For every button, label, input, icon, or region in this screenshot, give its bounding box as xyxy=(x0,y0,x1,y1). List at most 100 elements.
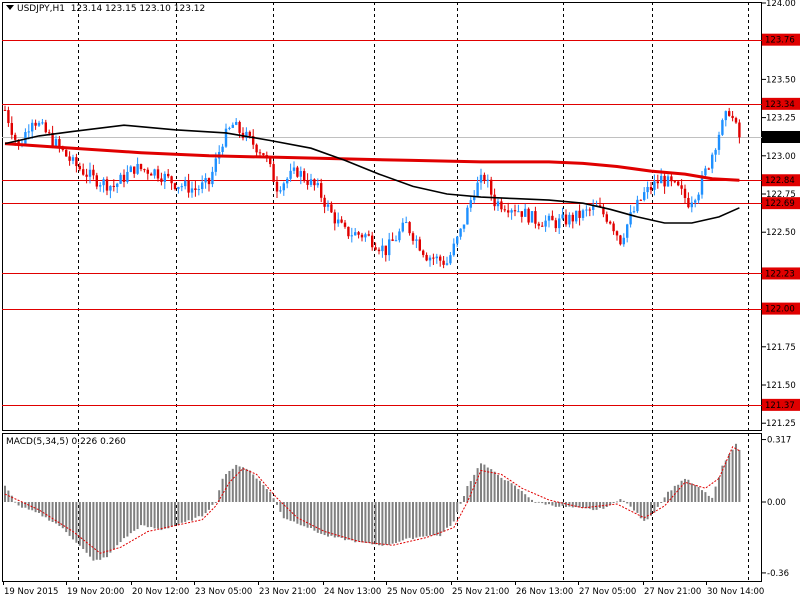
macd-bar xyxy=(663,497,666,502)
candle-body xyxy=(82,169,85,175)
macd-bar xyxy=(68,502,71,536)
macd-bar xyxy=(442,502,445,532)
candle-body xyxy=(364,234,367,238)
candle-body xyxy=(303,171,306,181)
candle-body xyxy=(245,131,248,139)
macd-bar xyxy=(228,470,231,502)
time-tick-label: 25 Nov 21:00 xyxy=(452,587,509,597)
macd-bar xyxy=(680,480,683,502)
candle-body xyxy=(204,178,207,183)
macd-bar xyxy=(452,502,455,522)
main-frame xyxy=(2,2,762,431)
macd-bar xyxy=(109,502,112,553)
macd-bar xyxy=(14,501,17,503)
candle-body xyxy=(371,235,374,248)
candle-body xyxy=(112,185,115,187)
candle-body xyxy=(10,123,13,135)
candle-body xyxy=(520,211,523,217)
candle-body xyxy=(323,197,326,207)
macd-bar xyxy=(265,489,268,502)
macd-bar xyxy=(34,502,37,513)
macd-bar xyxy=(316,502,319,533)
candle-body xyxy=(306,180,309,185)
candle-body xyxy=(347,226,350,237)
candle-body xyxy=(418,239,421,251)
candle-body xyxy=(677,181,680,186)
candle-body xyxy=(343,222,347,227)
candle-body xyxy=(309,179,313,185)
candle-body xyxy=(275,181,279,192)
macd-bar xyxy=(286,502,289,520)
candle-body xyxy=(7,110,10,124)
macd-bar xyxy=(310,502,312,529)
macd-bar xyxy=(214,502,217,503)
candle-body xyxy=(626,224,629,238)
macd-bar xyxy=(728,454,731,502)
level-price-label: 122.00 xyxy=(765,305,795,315)
macd-bar xyxy=(622,500,625,502)
macd-bar xyxy=(248,470,251,502)
candle-body xyxy=(411,233,415,241)
candle-body xyxy=(354,232,357,236)
macd-bar xyxy=(163,502,166,529)
macd-bar xyxy=(643,502,646,521)
time-tick-label: 20 Nov 12:00 xyxy=(132,587,189,597)
macd-bar xyxy=(282,502,285,519)
macd-bar xyxy=(296,502,299,524)
candle-body xyxy=(75,157,78,167)
macd-bar xyxy=(367,502,370,543)
macd-bar xyxy=(605,502,608,508)
candle-body xyxy=(503,209,506,211)
macd-bar xyxy=(10,495,13,502)
macd-bar xyxy=(561,502,564,506)
chevron-down-icon[interactable] xyxy=(6,5,14,10)
candle-body xyxy=(214,158,217,172)
candle-body xyxy=(704,168,707,176)
macd-bar xyxy=(153,502,156,529)
macd-bar xyxy=(279,502,282,512)
macd-bar xyxy=(480,463,482,502)
macd-bar xyxy=(490,469,493,502)
candle-body xyxy=(493,194,496,207)
macd-bar xyxy=(340,502,343,538)
macd-bar xyxy=(303,502,306,527)
candle-body xyxy=(507,210,510,213)
time-tick-label: 19 Nov 20:00 xyxy=(67,587,124,597)
candle-body xyxy=(187,180,190,193)
macd-bar xyxy=(585,502,588,509)
candle-body xyxy=(656,181,659,184)
macd-bar xyxy=(95,502,98,560)
candle-body xyxy=(252,135,255,145)
current-price-tag xyxy=(762,131,800,143)
candle-body xyxy=(724,111,727,121)
candle-body xyxy=(483,174,486,181)
macd-bar xyxy=(384,502,387,545)
macd-bar xyxy=(684,478,686,502)
macd-bar xyxy=(184,502,187,522)
fast-moving-average-line xyxy=(4,124,740,224)
candle-body xyxy=(435,256,438,259)
candle-body xyxy=(119,174,122,184)
macd-bar xyxy=(735,443,737,502)
macd-bar xyxy=(313,502,316,531)
candle-body xyxy=(629,212,632,225)
candle-body xyxy=(660,175,663,184)
macd-bar xyxy=(473,474,476,502)
macd-bar xyxy=(381,502,384,546)
price-tick-label: 121.75 xyxy=(766,343,796,353)
level-price-label: 122.23 xyxy=(765,269,795,279)
candle-body xyxy=(71,157,75,161)
candle-body xyxy=(340,219,343,223)
macd-bar xyxy=(711,497,714,502)
macd-bar xyxy=(24,502,27,508)
macd-bar xyxy=(503,480,506,502)
macd-bar xyxy=(201,502,204,517)
candle-body xyxy=(632,211,636,213)
candle-body xyxy=(585,209,588,211)
candle-body xyxy=(48,132,51,134)
macd-bar xyxy=(667,491,669,502)
macd-bar xyxy=(619,499,622,502)
macd-bar xyxy=(660,502,663,503)
candle-body xyxy=(41,122,44,124)
